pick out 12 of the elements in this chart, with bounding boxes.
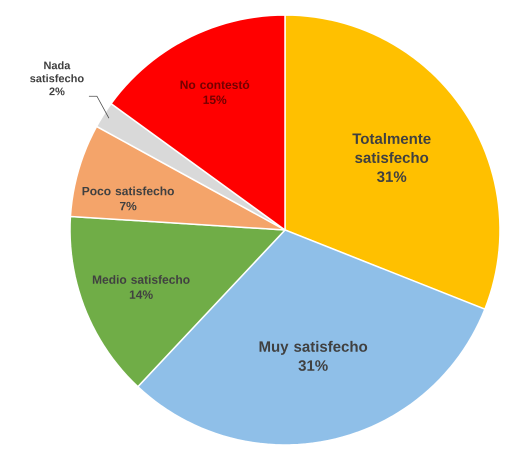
data-label: 14% bbox=[130, 290, 153, 299]
slice-label: Poco satisfecho bbox=[82, 186, 174, 196]
data-label: 31% bbox=[298, 360, 328, 371]
slice-label: No contestó bbox=[180, 80, 250, 90]
data-label: 15% bbox=[203, 96, 226, 104]
slice-label: Muy satisfecho bbox=[260, 340, 368, 355]
slice-label: Nada satisfecho bbox=[30, 61, 84, 82]
slice-label: Medio satisfecho bbox=[92, 275, 190, 284]
data-label: 7% bbox=[120, 202, 136, 210]
slice-label: Totalmente satisfecho bbox=[352, 132, 431, 163]
data-label: 2% bbox=[49, 88, 65, 96]
data-label: 31% bbox=[377, 171, 406, 182]
